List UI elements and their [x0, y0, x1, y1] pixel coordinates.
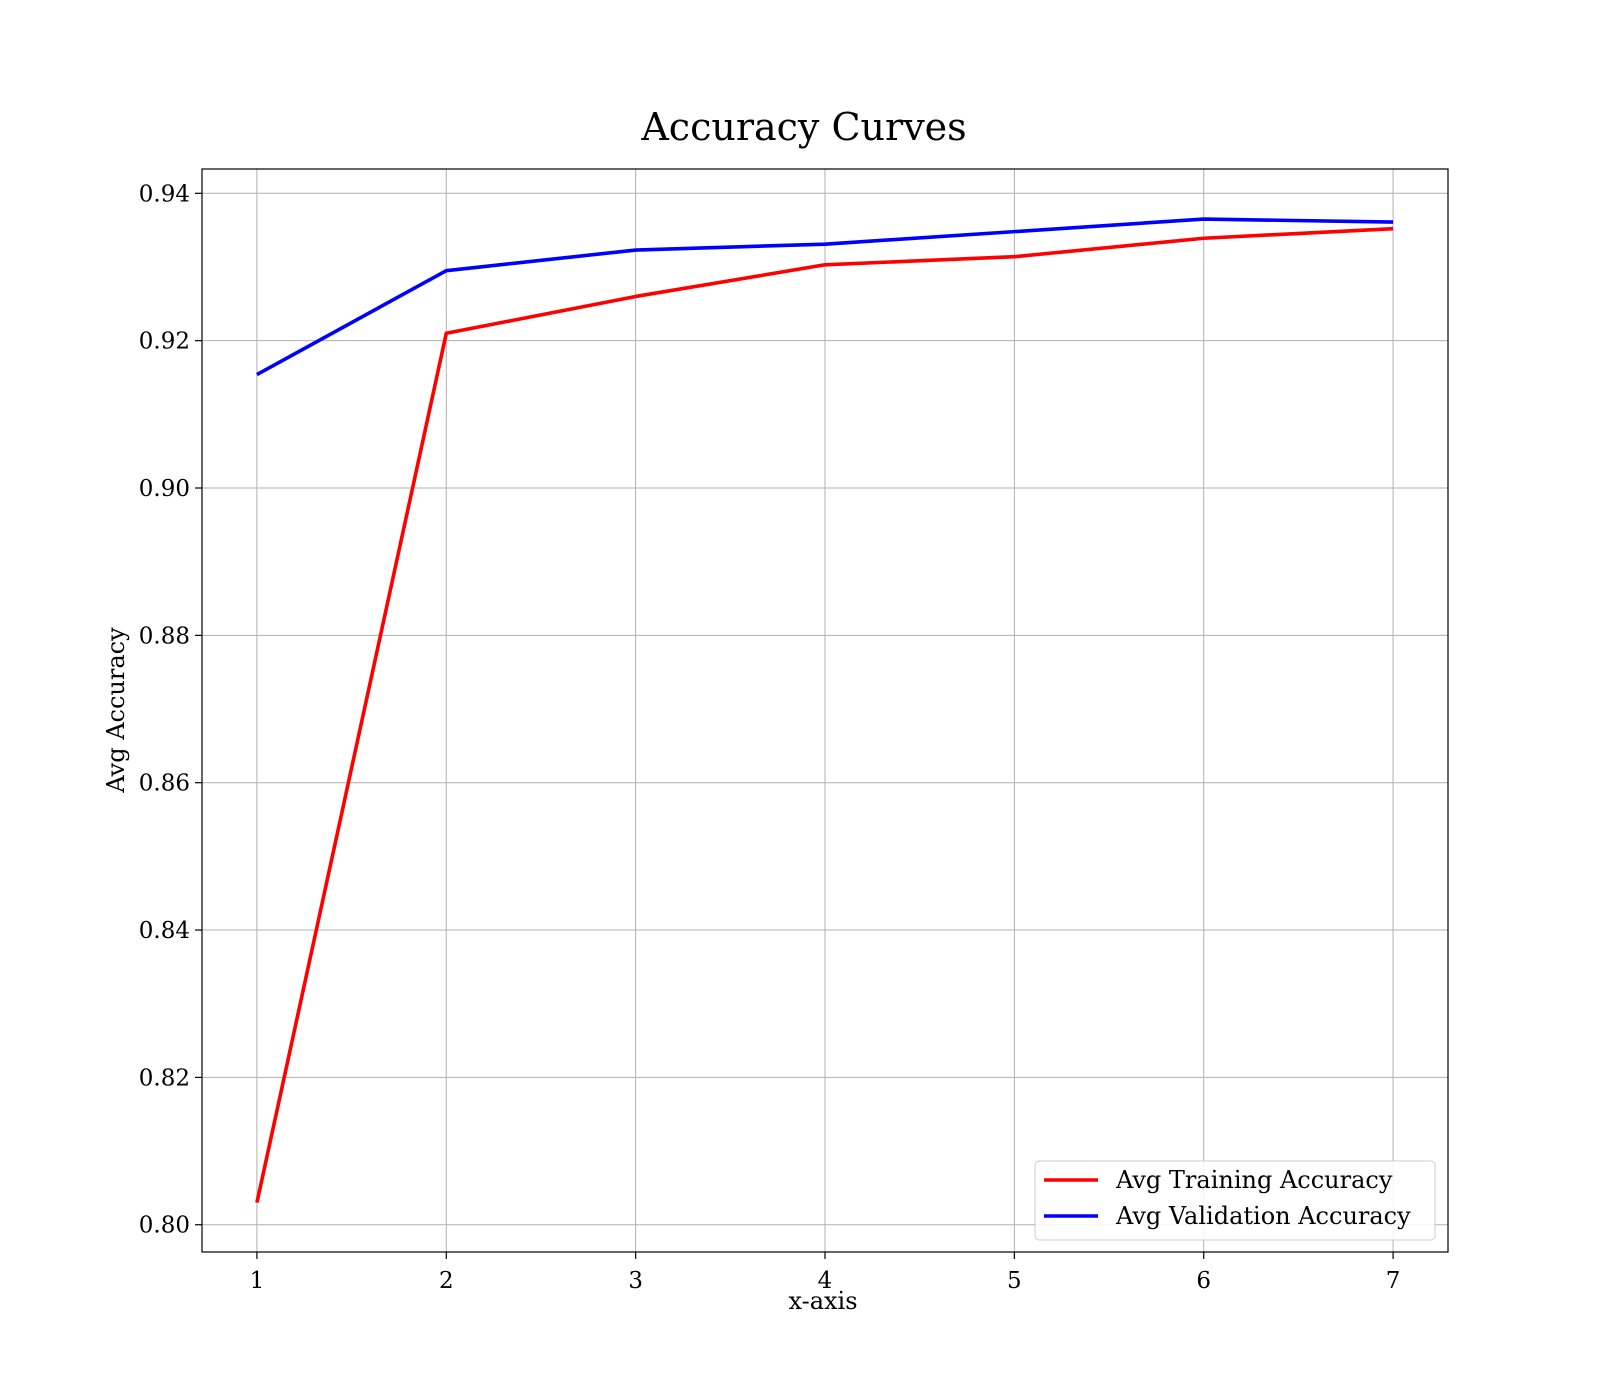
y-tick-label: 0.84 — [139, 918, 190, 944]
x-axis-ticks: 1 2 3 4 5 6 7 — [250, 1252, 1401, 1294]
y-tick-label: 0.82 — [139, 1065, 190, 1091]
x-axis-label: x-axis — [788, 1287, 857, 1315]
y-tick-label: 0.92 — [139, 329, 190, 355]
chart-legend: Avg Training Accuracy Avg Validation Accu… — [1034, 1160, 1436, 1241]
x-tick-label: 1 — [250, 1268, 265, 1294]
series-line-2 — [256, 217, 1394, 377]
y-axis-label: Avg Accuracy — [102, 627, 130, 794]
legend-label: Avg Validation Accuracy — [1115, 1202, 1411, 1230]
series-lines — [255, 217, 1394, 1204]
chart-title: Accuracy Curves — [640, 105, 966, 149]
y-tick-label: 0.88 — [139, 623, 190, 649]
grid-lines — [202, 169, 1448, 1252]
x-tick-label: 5 — [1007, 1268, 1022, 1294]
legend-box — [1034, 1160, 1436, 1241]
y-tick-label: 0.94 — [139, 181, 190, 207]
series-line-1 — [255, 226, 1394, 1204]
y-tick-label: 0.90 — [139, 476, 190, 502]
x-tick-label: 2 — [439, 1268, 454, 1294]
legend-label: Avg Training Accuracy — [1115, 1166, 1393, 1194]
x-tick-label: 7 — [1386, 1268, 1401, 1294]
y-tick-label: 0.80 — [139, 1213, 190, 1239]
y-axis-ticks: 0.80 0.82 0.84 0.86 0.88 0.90 0.92 0.94 — [139, 181, 202, 1239]
x-tick-label: 3 — [628, 1268, 643, 1294]
x-tick-label: 6 — [1196, 1268, 1211, 1294]
x-tick-label: 4 — [818, 1268, 833, 1294]
y-tick-label: 0.86 — [139, 771, 190, 797]
